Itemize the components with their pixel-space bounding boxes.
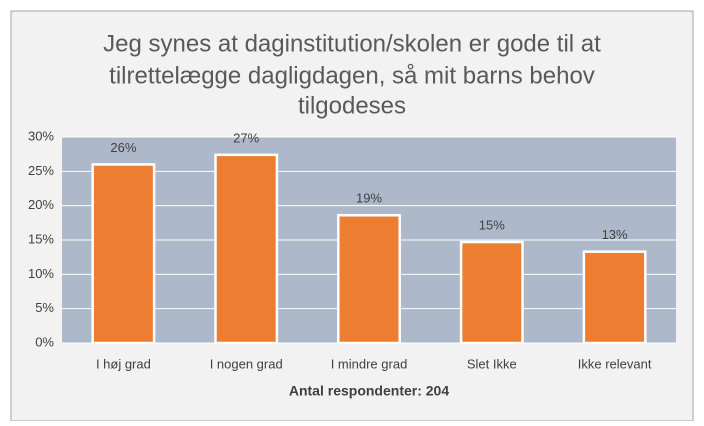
data-label: 26% <box>110 140 136 155</box>
bar <box>214 153 279 345</box>
chart-title: Jeg synes at daginstitution/skolen er go… <box>103 30 601 57</box>
x-tick-label: Slet Ikke <box>467 356 517 371</box>
data-label: 13% <box>602 227 628 242</box>
x-tick-label: I høj grad <box>96 356 151 371</box>
chart-title: tilrettelægge dagligdagen, så mit barns … <box>109 62 595 89</box>
data-label: 15% <box>479 217 505 232</box>
y-tick-label: 5% <box>35 300 54 315</box>
y-tick-label: 10% <box>28 266 54 281</box>
bar <box>337 214 401 345</box>
x-axis-label: Antal respondenter: 204 <box>289 383 449 399</box>
y-tick-label: 15% <box>28 231 54 246</box>
bar <box>582 250 647 345</box>
bar <box>91 163 156 345</box>
chart-title: tilgodeses <box>298 92 406 119</box>
data-label: 19% <box>356 191 382 206</box>
data-label: 27% <box>233 130 259 145</box>
y-tick-label: 25% <box>28 163 54 178</box>
y-tick-label: 20% <box>28 197 54 212</box>
y-tick-label: 30% <box>28 128 54 143</box>
x-tick-label: I mindre grad <box>331 356 408 371</box>
bar <box>459 240 524 345</box>
x-tick-label: Ikke relevant <box>578 356 652 371</box>
y-tick-label: 0% <box>35 334 54 349</box>
x-tick-label: I nogen grad <box>210 356 283 371</box>
